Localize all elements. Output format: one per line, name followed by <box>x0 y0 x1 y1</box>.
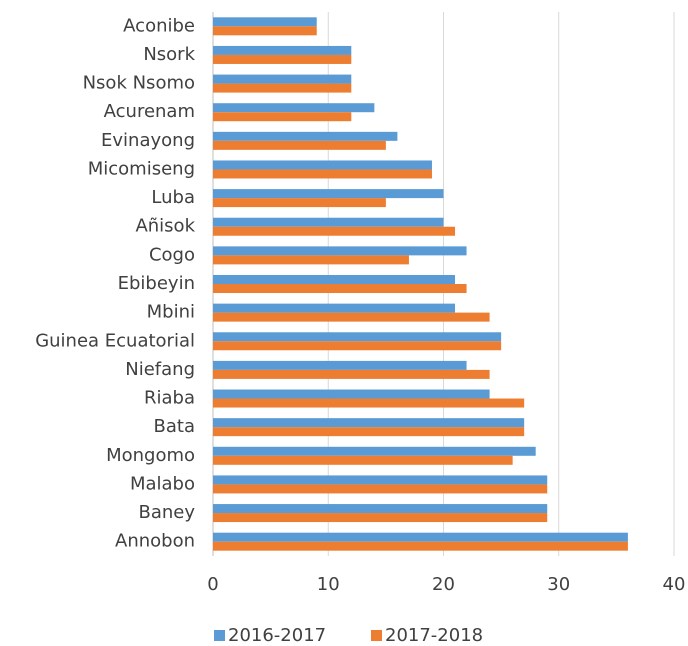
bar <box>213 369 490 379</box>
y-tick-label: Añisok <box>135 216 195 237</box>
y-tick-label: Mbini <box>147 302 195 323</box>
y-tick-label: Annobon <box>115 531 195 552</box>
bar <box>213 446 536 456</box>
bar <box>213 389 490 399</box>
y-tick-label: Ebibeyin <box>118 273 195 294</box>
x-tick-label: 30 <box>547 574 570 595</box>
bar <box>213 284 467 293</box>
bar <box>213 255 409 265</box>
x-tick-label: 20 <box>432 574 455 595</box>
bar <box>213 275 456 284</box>
bar <box>213 198 386 208</box>
bar <box>213 54 352 64</box>
y-tick-label: Riaba <box>144 388 195 409</box>
bar <box>213 140 386 150</box>
bar <box>213 475 548 485</box>
bar <box>213 303 456 313</box>
bar <box>213 189 444 199</box>
y-tick-label: Luba <box>151 187 195 208</box>
y-tick-label: Mongomo <box>106 445 195 466</box>
bar <box>213 398 525 408</box>
bar <box>213 513 548 523</box>
bar <box>213 45 352 55</box>
bar <box>213 217 444 227</box>
bar <box>213 246 467 256</box>
y-tick-label: Acurenam <box>104 101 195 122</box>
bar <box>213 26 317 36</box>
y-tick-label: Bata <box>154 416 195 437</box>
y-tick-label: Malabo <box>130 473 195 494</box>
legend-swatch <box>371 630 382 641</box>
bar <box>213 83 352 93</box>
bar <box>213 455 513 465</box>
y-tick-label: Aconibe <box>123 15 195 36</box>
bar <box>213 17 317 27</box>
bar <box>213 532 628 542</box>
y-tick-label: Evinayong <box>101 130 195 151</box>
legend-swatch <box>214 630 225 641</box>
bar <box>213 332 502 342</box>
y-tick-label: Micomiseng <box>88 158 195 179</box>
x-tick-label: 40 <box>663 574 686 595</box>
bar <box>213 74 352 84</box>
bar <box>213 504 548 514</box>
bar <box>213 131 398 141</box>
y-tick-label: Nsok Nsomo <box>83 73 195 94</box>
bar <box>213 427 525 437</box>
bar <box>213 226 456 236</box>
bar <box>213 541 628 551</box>
bar <box>213 160 432 170</box>
bar <box>213 341 502 351</box>
bar <box>213 360 467 370</box>
legend-label: 2017-2018 <box>385 625 483 646</box>
bar <box>213 103 375 113</box>
bar <box>213 169 432 179</box>
legend-label: 2016-2017 <box>228 625 326 646</box>
x-tick-label: 10 <box>317 574 340 595</box>
bar <box>213 484 548 494</box>
y-tick-label: Niefang <box>125 359 195 380</box>
y-tick-label: Cogo <box>149 244 195 265</box>
bar <box>213 112 352 122</box>
y-tick-label: Baney <box>138 502 195 523</box>
y-tick-label: Nsork <box>143 44 195 65</box>
bar <box>213 418 525 428</box>
x-tick-label: 0 <box>207 574 218 595</box>
y-tick-label: Guinea Ecuatorial <box>35 330 195 351</box>
bar <box>213 312 490 322</box>
